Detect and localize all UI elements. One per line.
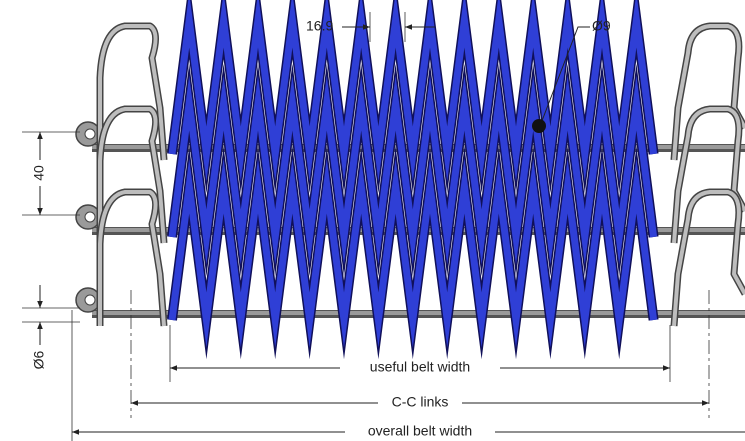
side-link-face	[98, 107, 166, 244]
useful-width-label: useful belt width	[370, 359, 470, 375]
leader-line	[539, 26, 590, 127]
spiral	[168, 158, 658, 348]
belt	[75, 0, 745, 360]
side-link-face	[98, 24, 166, 161]
rod-eye-hole	[84, 211, 96, 223]
rod-pitch-label: 40	[31, 165, 47, 181]
spiral	[168, 0, 658, 182]
leader-dot	[532, 119, 546, 133]
side-link-face	[672, 190, 745, 327]
rod-eye-hole	[84, 128, 96, 140]
spiral	[168, 75, 658, 265]
rod-diameter-label: Ø6	[31, 350, 47, 369]
side-link-face	[672, 24, 745, 161]
pitch-label: 16.9	[306, 18, 333, 34]
side-link-face	[672, 107, 745, 244]
side-link-face	[98, 190, 166, 327]
wire-diameter-label: Ø9	[592, 18, 611, 34]
cc-links-label: C-C links	[392, 394, 449, 410]
rod-eye-hole	[84, 294, 96, 306]
overall-width-label: overall belt width	[368, 423, 472, 439]
